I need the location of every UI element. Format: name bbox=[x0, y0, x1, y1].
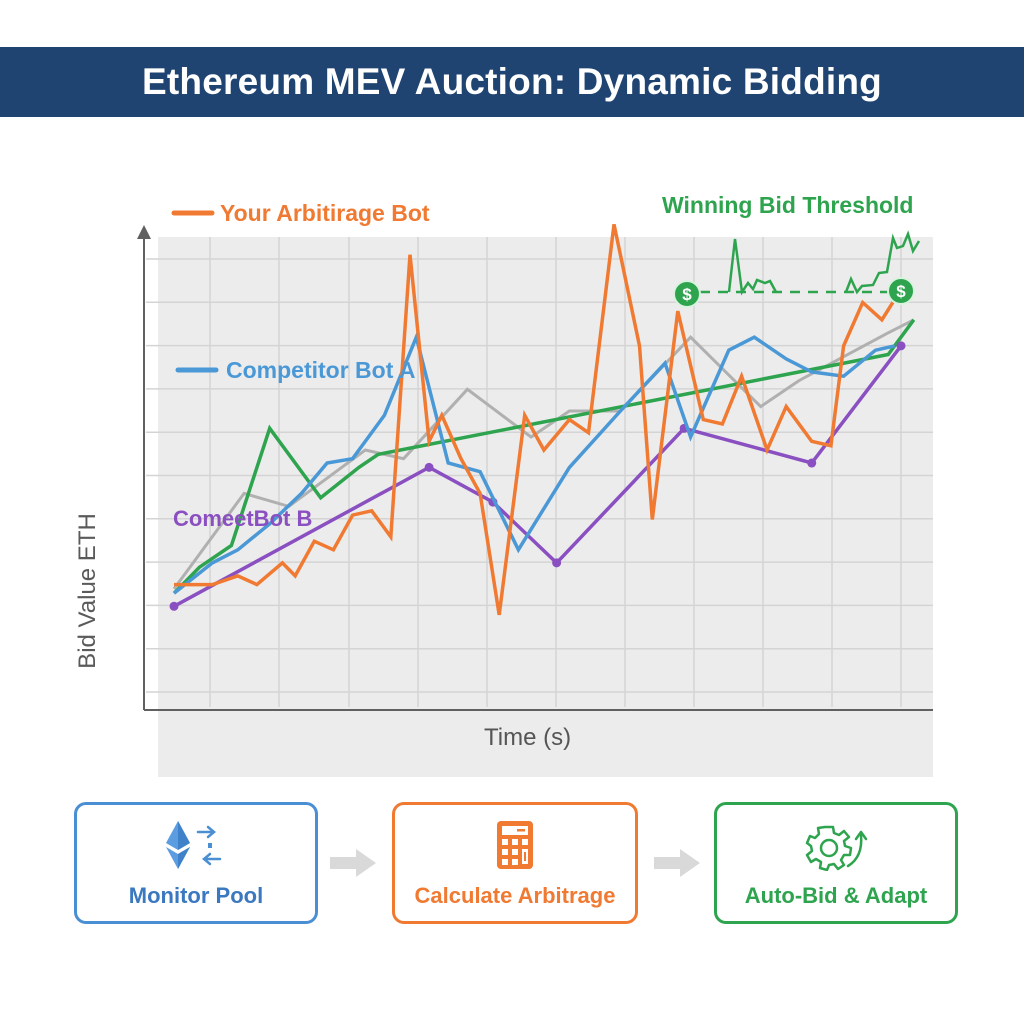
data-point-marker bbox=[424, 462, 434, 472]
step-label: Calculate Arbitrage bbox=[414, 883, 616, 908]
dollar-coin-icon: $ bbox=[896, 282, 906, 301]
legend-label-your-bot: Your Arbitirage Bot bbox=[220, 200, 430, 226]
legend-competitor-a: Competitor Bot A bbox=[175, 357, 416, 383]
y-axis-label: Bid Value ETH bbox=[74, 513, 101, 669]
legend-label-threshold: Winning Bid Threshold bbox=[662, 192, 913, 218]
process-flow: Monitor Pool Calculate Arbitrage bbox=[0, 800, 1024, 930]
step-label: Monitor Pool bbox=[128, 883, 264, 908]
series-group bbox=[169, 223, 916, 616]
legend-your-bot: Your Arbitirage Bot bbox=[171, 200, 430, 226]
dollar-coin-icon: $ bbox=[682, 285, 692, 304]
calculator-icon bbox=[495, 819, 535, 871]
step-auto-bid-adapt: Auto-Bid & Adapt bbox=[714, 802, 958, 924]
legend-label-competitor-a: Competitor Bot A bbox=[226, 357, 416, 383]
gear-arrow-icon bbox=[801, 819, 871, 871]
x-axis-label: Time (s) bbox=[484, 724, 572, 751]
threshold-marker-right: $ bbox=[887, 277, 915, 305]
data-point-marker bbox=[896, 341, 906, 351]
series-winning-bid-threshold bbox=[172, 318, 916, 595]
data-point-marker bbox=[552, 558, 562, 568]
legend-threshold: Winning Bid Threshold bbox=[662, 192, 913, 218]
step-calculate-arbitrage: Calculate Arbitrage bbox=[392, 802, 638, 924]
title-banner: Ethereum MEV Auction: Dynamic Bidding bbox=[0, 47, 1024, 117]
step-label: Auto-Bid & Adapt bbox=[744, 883, 928, 908]
threshold-marker-left: $ bbox=[673, 280, 701, 308]
y-axis-arrow-icon bbox=[137, 225, 151, 239]
threshold-line bbox=[700, 230, 921, 296]
legend-label-competitor-b: ComeetBot B bbox=[173, 506, 312, 531]
chart-area: $ $ Your Arbitirage Bot Winning Bid Thre… bbox=[0, 117, 1024, 777]
data-point-marker bbox=[807, 458, 817, 468]
data-point-marker bbox=[169, 601, 179, 611]
legend-competitor-b: ComeetBot B bbox=[173, 506, 312, 531]
line-chart: $ $ Your Arbitirage Bot Winning Bid Thre… bbox=[137, 192, 933, 777]
series-competitor-bot-a bbox=[172, 331, 895, 595]
arrow-right-icon bbox=[330, 849, 376, 877]
ethereum-exchange-icon bbox=[164, 819, 228, 871]
series-your-arbitirage-bot bbox=[174, 223, 903, 616]
page-title: Ethereum MEV Auction: Dynamic Bidding bbox=[142, 61, 882, 102]
arrow-right-icon bbox=[654, 849, 700, 877]
step-monitor-pool: Monitor Pool bbox=[74, 802, 318, 924]
series-market-trend-unlabeled- bbox=[172, 318, 915, 590]
grid-lines bbox=[146, 237, 933, 707]
